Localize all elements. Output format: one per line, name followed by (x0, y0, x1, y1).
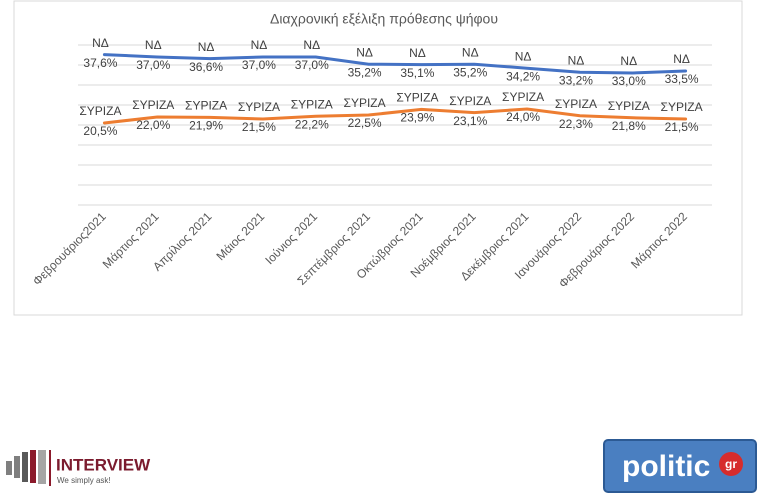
series-name-label: ΝΔ (303, 38, 320, 52)
series-name-label: ΝΔ (673, 52, 690, 66)
value-label: 33,2% (559, 73, 593, 87)
value-label: 36,6% (189, 60, 223, 74)
value-label: 37,0% (295, 58, 329, 72)
interview-logo: INTERVIEW We simply ask! (6, 450, 151, 486)
value-label: 23,1% (453, 114, 487, 128)
value-label: 20,5% (83, 124, 117, 138)
politic-logo: politic gr (603, 439, 757, 493)
value-label: 33,5% (665, 72, 699, 86)
value-label: 22,3% (559, 117, 593, 131)
logo-text: INTERVIEW (56, 455, 151, 474)
series-name-label: ΣΥΡΙΖΑ (238, 100, 280, 114)
series-name-label: ΝΔ (145, 38, 162, 52)
series-name-label: ΝΔ (568, 53, 585, 67)
series-name-label: ΣΥΡΙΖΑ (608, 99, 650, 113)
logo-bar (38, 450, 46, 484)
series-line (102, 53, 688, 75)
series-name-label: ΣΥΡΙΖΑ (661, 100, 703, 114)
value-label: 22,0% (136, 118, 170, 132)
series-name-label: ΝΔ (462, 45, 479, 59)
value-label: 22,2% (295, 117, 329, 131)
series-name-label: ΣΥΡΙΖΑ (502, 90, 544, 104)
series-name-label: ΝΔ (620, 54, 637, 68)
series-name-label: ΣΥΡΙΖΑ (555, 97, 597, 111)
logo-dot (719, 452, 743, 476)
value-label: 21,9% (189, 119, 223, 133)
series-name-label: ΝΔ (92, 36, 109, 50)
logo-bar (14, 456, 20, 478)
value-label: 37,6% (83, 56, 117, 70)
value-label: 37,0% (242, 58, 276, 72)
logo-tagline: We simply ask! (57, 476, 111, 485)
logo-bar (6, 461, 12, 475)
series-name-label: ΣΥΡΙΖΑ (291, 97, 333, 111)
series-name-label: ΣΥΡΙΖΑ (396, 91, 438, 105)
series-name-label: ΣΥΡΙΖΑ (185, 99, 227, 113)
value-label: 23,9% (400, 111, 434, 125)
chart-frame (13, 0, 743, 316)
logo-suffix: gr (725, 457, 737, 471)
series-line (102, 107, 688, 125)
series-name-label: ΝΔ (409, 46, 426, 60)
value-label: 33,0% (612, 74, 646, 88)
series-name-label: ΝΔ (356, 45, 373, 59)
series-name-label: ΣΥΡΙΖΑ (449, 94, 491, 108)
logo-bar (22, 452, 28, 482)
value-label: 35,2% (348, 65, 382, 79)
value-label: 35,2% (453, 65, 487, 79)
value-label: 22,5% (348, 116, 382, 130)
value-label: 37,0% (136, 58, 170, 72)
value-label: 34,2% (506, 69, 540, 83)
value-label: 35,1% (400, 66, 434, 80)
series-name-label: ΣΥΡΙΖΑ (344, 96, 386, 110)
series-name-label: ΝΔ (251, 38, 268, 52)
value-label: 21,5% (242, 120, 276, 134)
chart-title: Διαχρονική εξέλιξη πρόθεσης ψήφου (270, 11, 498, 27)
value-label: 21,8% (612, 119, 646, 133)
series-name-label: ΝΔ (198, 40, 215, 54)
logo-bar (30, 450, 36, 483)
series-name-label: ΝΔ (515, 49, 532, 63)
logo-box (603, 439, 757, 493)
value-label: 24,0% (506, 110, 540, 124)
logo-text: politic (622, 450, 710, 483)
series-name-label: ΣΥΡΙΖΑ (79, 104, 121, 118)
series-name-label: ΣΥΡΙΖΑ (132, 98, 174, 112)
value-label: 21,5% (665, 120, 699, 134)
